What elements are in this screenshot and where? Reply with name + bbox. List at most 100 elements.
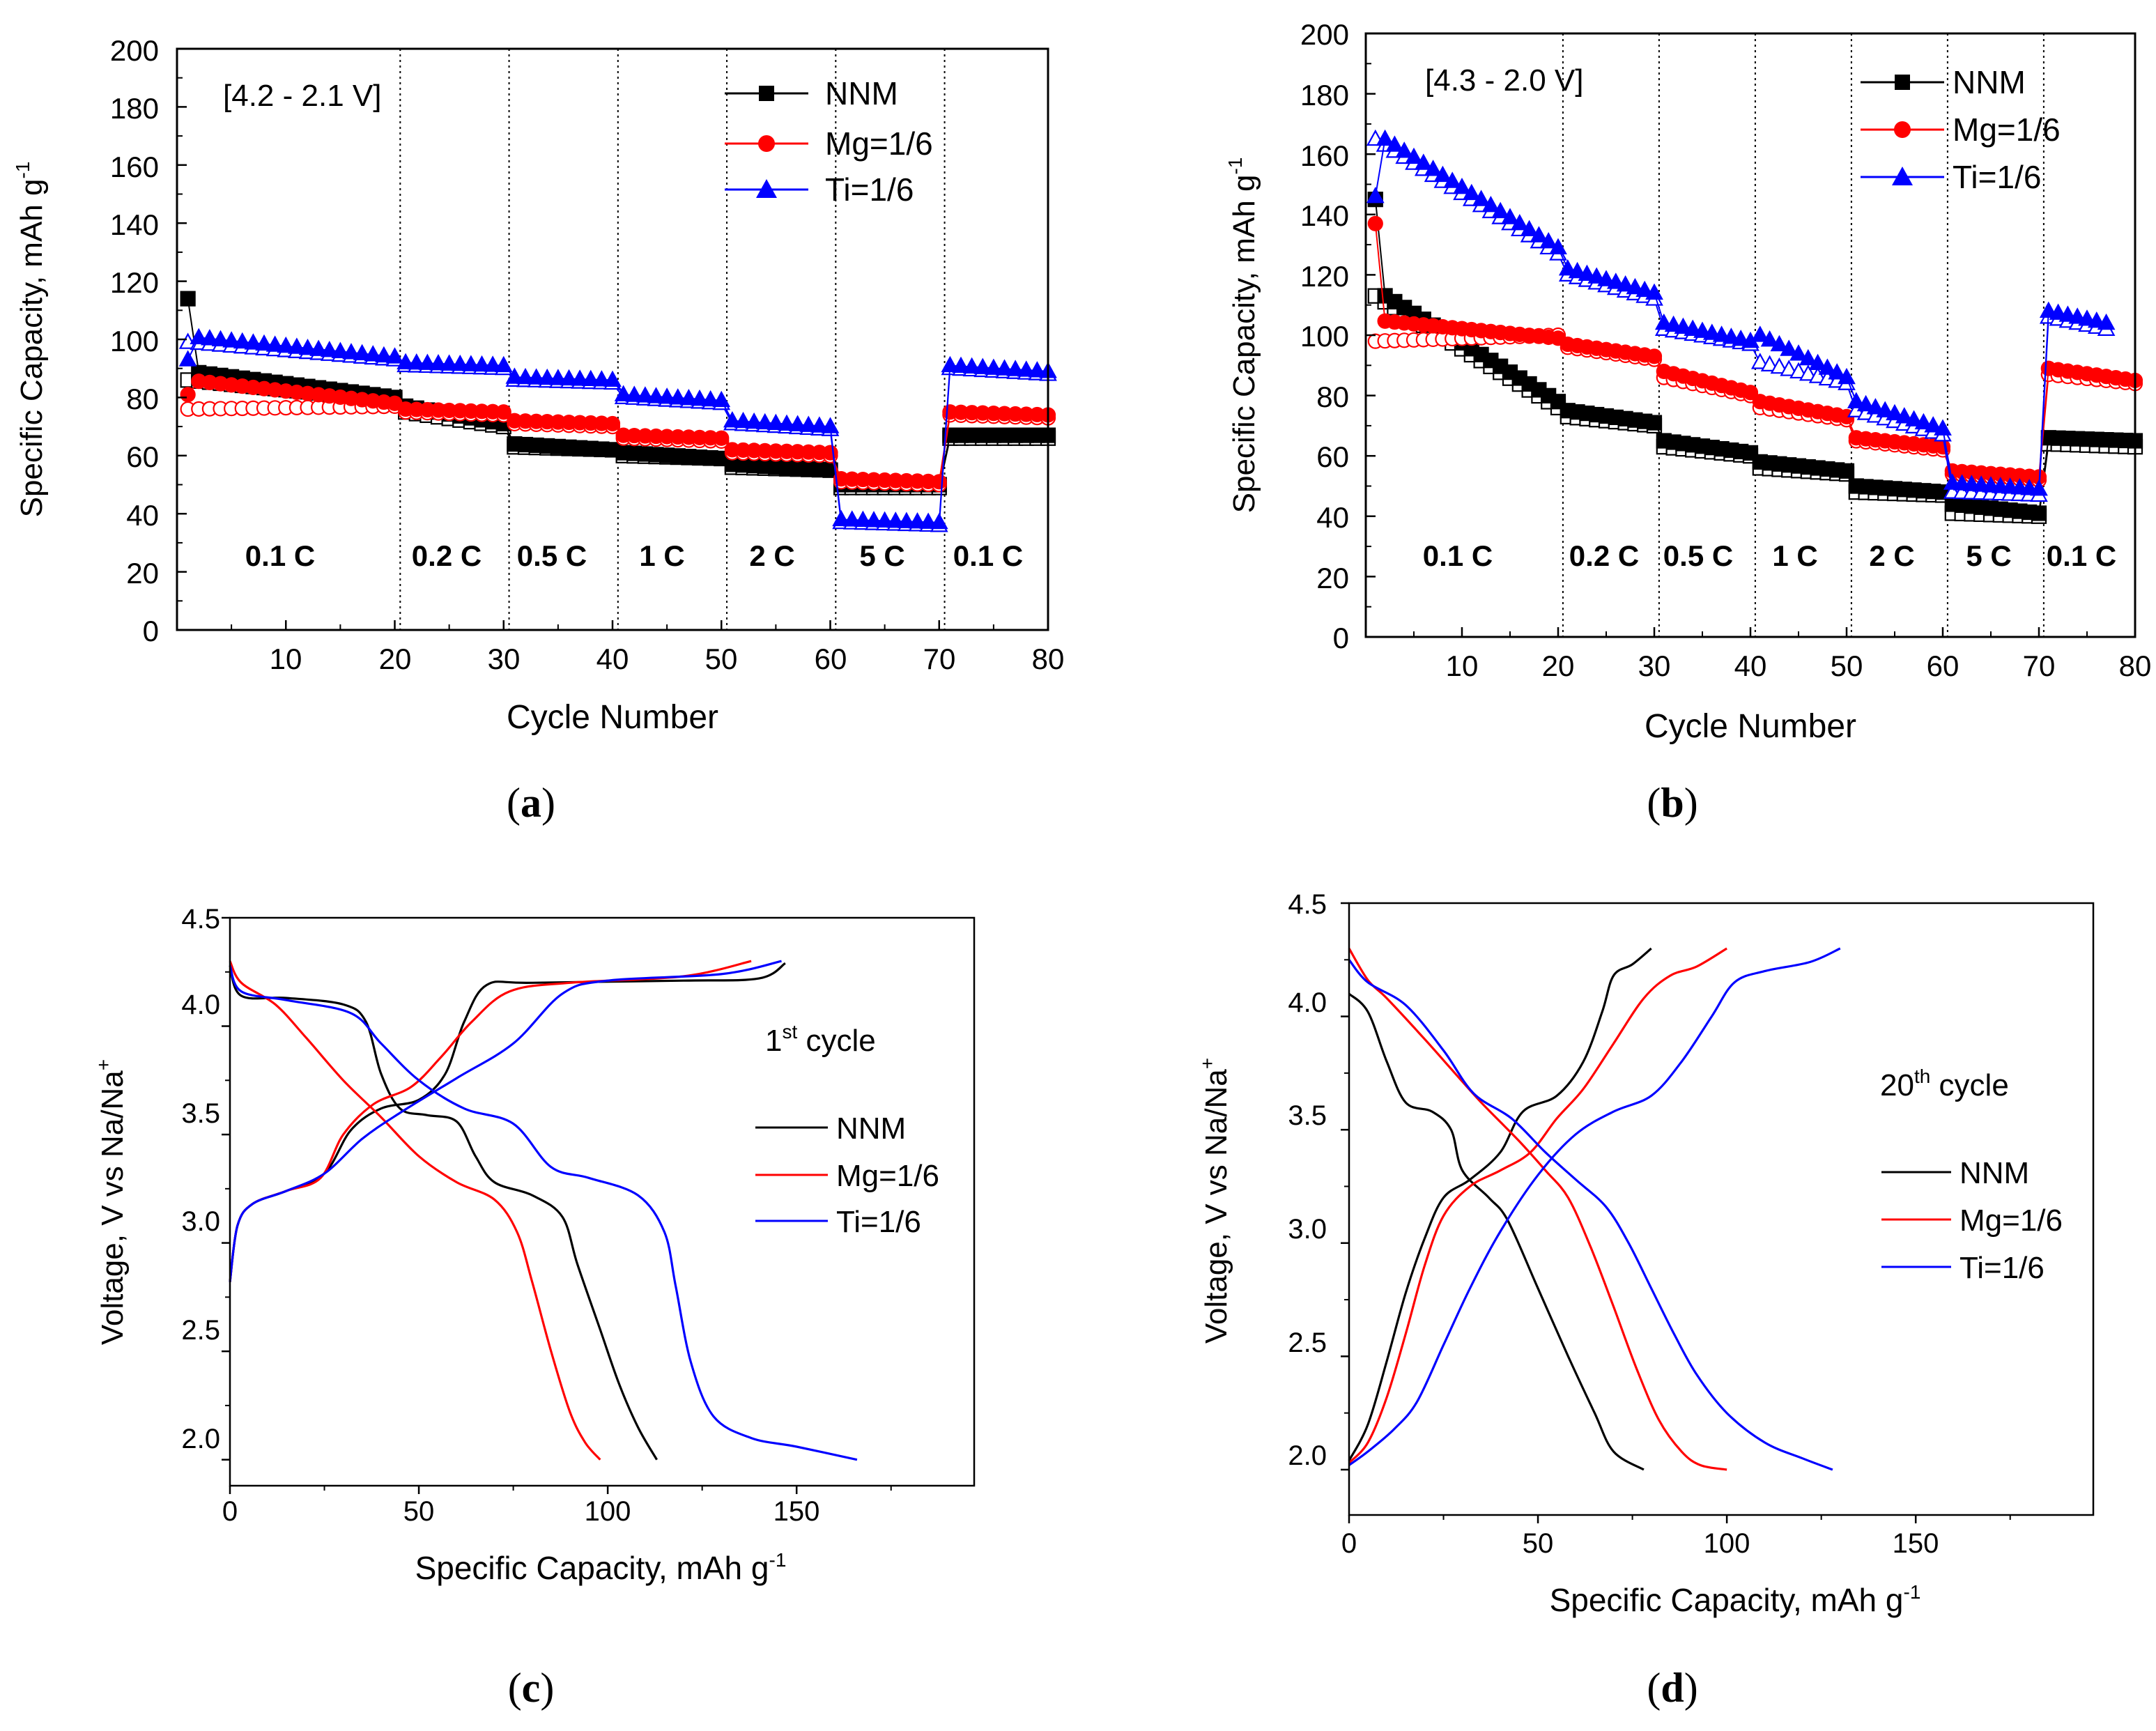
panel-a-ti-1-6-charge-point-36: [571, 369, 589, 386]
panel-a-ti-1-6-charge-point-15: [342, 343, 360, 360]
panel-c-cycle-annotation: 1st cycle: [765, 1021, 876, 1058]
panel-a-y-axis-title: Specific Capacity, mAh g-1: [12, 162, 49, 518]
panel-a-ytick-160: 160: [110, 151, 159, 183]
panel-b-ti-1-6-charge-point-36: [1712, 325, 1731, 342]
panel-b-ti-1-6-charge-point-8: [1443, 171, 1462, 188]
panel-b-ti-1-6-charge-point-20: [1558, 259, 1577, 276]
panel-a-ti-1-6-charge-point-1: [190, 328, 208, 344]
panel-a-y-axis-title-sup: -1: [12, 162, 33, 179]
panel-d-legend-label-nnm: NNM: [1959, 1156, 2029, 1190]
panel-c-axes-frame: [229, 916, 976, 1487]
panel-a-rate-label-6: 0.1 C: [953, 539, 1023, 572]
panel-a-ti-1-6-charge-point-65: [886, 511, 905, 528]
panel-c-legend-label-nnm: NNM: [836, 1111, 906, 1146]
panel-a-ti-1-6-charge-point-25: [451, 354, 470, 371]
panel-c-series-ti-1-6-charge-curve: [229, 960, 782, 1282]
panel-d-series-nnm-discharge-curve: [1348, 992, 1645, 1471]
panel-c-y-axis-title-sup: +: [93, 1059, 114, 1070]
panel-d-series-nnm-charge-curve: [1348, 947, 1652, 1461]
panel-a-mg-1-6-charge-point-49: [714, 430, 730, 446]
panel-b-ti-1-6-charge-point-42: [1770, 334, 1789, 352]
panel-b-xtick-30: 30: [1638, 649, 1671, 682]
panel-a-ytick-80: 80: [126, 383, 159, 415]
panel-b-ti-1-6-charge-point-48: [1828, 363, 1847, 380]
panel-b-ti-1-6-charge-point-44: [1789, 344, 1808, 361]
panel-a-ti-1-6-charge-point-49: [712, 390, 731, 408]
panel-a-ytick-120: 120: [110, 266, 159, 299]
panel-b-legend-label-ti: Ti=1/6: [1953, 159, 2041, 195]
panel-a-ti-1-6-charge-point-48: [701, 390, 720, 407]
panel-b-ytick-200: 200: [1300, 18, 1349, 51]
panel-b-legend-marker-mg: [1894, 121, 1911, 138]
panel-a-legend-label-nnm: NNM: [825, 75, 898, 111]
panel-a-ti-1-6-charge-point-21: [407, 353, 426, 370]
panel-b-ti-1-6-charge-point-23: [1587, 267, 1606, 284]
panel-a-x-axis-title: Cycle Number: [507, 699, 718, 736]
panel-b-ti-1-6-discharge-point-43: [1780, 360, 1799, 376]
panel-b-ti-1-6-charge-point-40: [1750, 325, 1769, 342]
panel-a-ti-1-6-charge-point-18: [375, 346, 393, 363]
panel-d-y-axis-title-sup: +: [1196, 1058, 1218, 1069]
panel-d-ytick-2-0: 2.0: [1288, 1440, 1327, 1471]
panel-a-caption-open: (: [507, 780, 521, 826]
panel-a-ti-1-6-charge-point-42: [636, 386, 654, 403]
panel-b-ti-1-6-charge-point-69: [2030, 479, 2048, 496]
panel-a-ti-1-6-charge-point-14: [331, 341, 350, 358]
panel-b-mg-1-6-charge-point-29: [1646, 348, 1663, 364]
panel-a-ti-1-6-charge-point-56: [788, 415, 807, 431]
panel-d-xtick-50: 50: [1523, 1528, 1554, 1559]
panel-a-ti-1-6-charge-point-73: [973, 357, 992, 374]
panel-a-ti-1-6-charge-point-24: [440, 354, 459, 371]
panel-a-ti-1-6-charge-point-40: [614, 385, 633, 401]
panel-a-y-axis-title-main: Specific Capacity, mAh g: [15, 179, 49, 518]
panel-a-xtick-50: 50: [705, 643, 738, 675]
panel-d-ytick-4-5: 4.5: [1288, 889, 1327, 920]
panel-a-ytick-100: 100: [110, 325, 159, 357]
panel-a-ti-1-6-charge-point-51: [734, 411, 753, 429]
panel-b-ti-1-6-charge-point-49: [1838, 367, 1856, 385]
panel-c-xtick-100: 100: [585, 1496, 631, 1527]
panel-c-plot-content: [229, 960, 858, 1461]
panel-a-ti-1-6-charge-point-59: [821, 417, 840, 433]
panel-d-cycle-word: cycle: [1930, 1068, 2008, 1102]
panel-b-rate-label-1: 0.2 C: [1569, 539, 1639, 572]
panel-a-ti-1-6-charge-point-50: [723, 410, 741, 428]
panel-a-plot-content: [178, 49, 1057, 630]
panel-b-ti-1-6-charge-point-29: [1645, 283, 1663, 300]
panel-a-ti-1-6-charge-point-62: [854, 510, 872, 528]
panel-a-ytick-40: 40: [126, 499, 159, 532]
panel-c-ytick-4-0: 4.0: [181, 990, 220, 1020]
panel-b-axis-ticks: [1366, 32, 2136, 638]
panel-b-ti-1-6-charge-point-31: [1664, 315, 1683, 332]
panel-b-rate-chart: 0 20 40 60 80 100 120 140 160 180 200 10…: [1224, 18, 2151, 826]
panel-b-rate-label-4: 2 C: [1869, 539, 1914, 572]
panel-a-ti-1-6-charge-point-0: [178, 350, 197, 367]
panel-c-series-mg-1-6-charge-curve: [229, 960, 752, 1282]
panel-a-ti-1-6-charge-point-9: [277, 336, 295, 353]
panel-d-caption-open: (: [1647, 1665, 1661, 1711]
panel-d-ytick-3-5: 3.5: [1288, 1100, 1327, 1131]
panel-d-ytick-4-0: 4.0: [1288, 987, 1327, 1018]
panel-b-ti-1-6-charge-point-12: [1481, 196, 1500, 213]
panel-b-ti-1-6-charge-point-2: [1385, 135, 1404, 152]
panel-d-legend-label-mg: Mg=1/6: [1959, 1203, 2063, 1238]
panel-b-ti-1-6-charge-point-33: [1684, 319, 1702, 336]
panel-a-rate-label-0: 0.1 C: [245, 539, 315, 572]
panel-b-ytick-20: 20: [1316, 562, 1349, 594]
panel-a-ti-1-6-charge-point-10: [288, 337, 306, 354]
panel-a-ti-1-6-charge-point-58: [810, 416, 829, 433]
panel-c-ytick-3-5: 3.5: [181, 1098, 220, 1129]
panel-a-ti-1-6-charge-point-77: [1017, 360, 1035, 377]
panel-b-rate-label-0: 0.1 C: [1423, 539, 1493, 572]
panel-d-legend-label-ti: Ti=1/6: [1959, 1251, 2045, 1285]
panel-b-mg-1-6-charge-point-39: [1742, 385, 1759, 401]
panel-b-ti-1-6-charge-point-7: [1433, 165, 1452, 183]
panel-a-ti-1-6-charge-point-2: [201, 329, 219, 346]
panel-b-legend: NNM Mg=1/6 Ti=1/6: [1861, 64, 2061, 195]
panel-a-ti-1-6-charge-point-31: [516, 367, 534, 385]
panel-a-ti-1-6-charge-point-61: [842, 510, 861, 527]
panel-d-series-ti-1-6-discharge-curve: [1348, 959, 1833, 1471]
panel-b-ti-1-6-charge-point-22: [1578, 264, 1596, 282]
panel-a-ti-1-6-charge-point-23: [429, 353, 447, 371]
panel-d-cycle-number: 20: [1880, 1068, 1914, 1102]
